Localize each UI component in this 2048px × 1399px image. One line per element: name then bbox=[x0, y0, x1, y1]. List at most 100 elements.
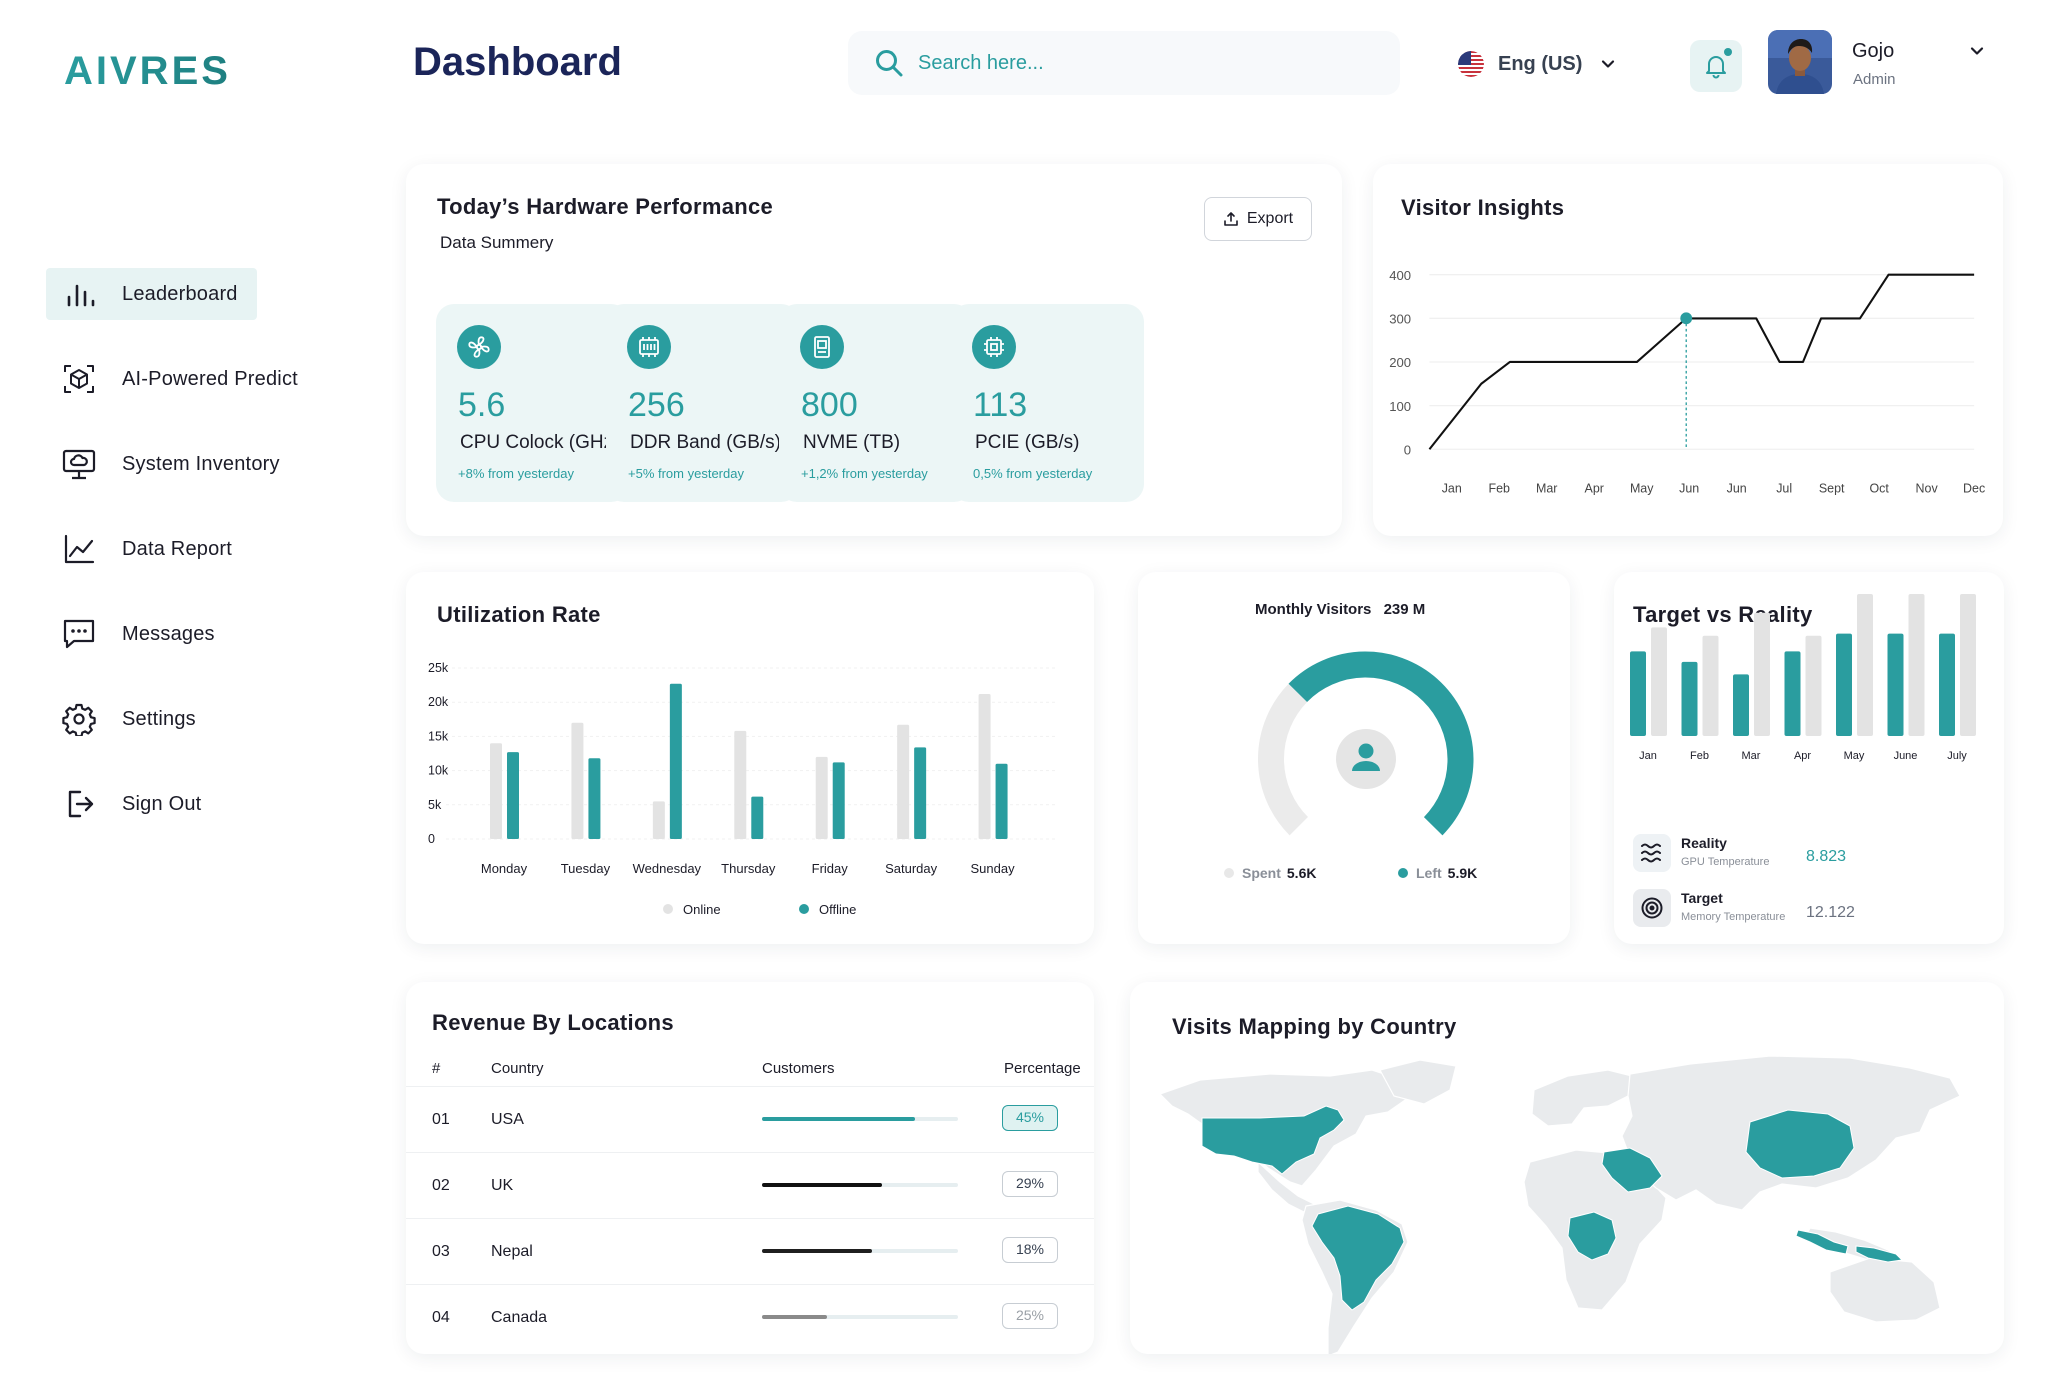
stat-change: 0,5% from yesterday bbox=[973, 466, 1093, 481]
y-tick-label: 200 bbox=[1389, 355, 1411, 370]
legend-sub: Memory Temperature bbox=[1681, 911, 1785, 923]
x-tick-label: Nov bbox=[1916, 482, 1939, 496]
bar-online bbox=[978, 693, 991, 839]
hardware-performance-card: Today’s Hardware Performance Data Summer… bbox=[406, 164, 1342, 536]
gauge bbox=[1258, 651, 1474, 836]
x-tick-label: Tuesday bbox=[561, 861, 611, 876]
sidebar-item-ai-predict[interactable]: AI-Powered Predict bbox=[46, 353, 346, 405]
gauge-left-arc bbox=[1288, 651, 1474, 836]
customers-bar-fill bbox=[762, 1315, 827, 1319]
svg-text:Monthly Visitors 239 M: Monthly Visitors 239 M bbox=[1255, 601, 1425, 618]
sidebar-item-system-inventory[interactable]: System Inventory bbox=[46, 438, 346, 490]
bell-icon bbox=[1706, 56, 1726, 79]
cube-scan-icon bbox=[64, 365, 94, 393]
stat-change: +5% from yesterday bbox=[628, 466, 744, 481]
ssd-icon bbox=[800, 325, 844, 369]
target-icon bbox=[1641, 897, 1663, 919]
x-tick-label: May bbox=[1844, 750, 1865, 762]
y-tick-label: 300 bbox=[1389, 312, 1411, 327]
table-row[interactable]: 03 Nepal 18% bbox=[406, 1218, 1094, 1284]
column-header: # bbox=[432, 1060, 441, 1077]
bar-reality bbox=[1733, 674, 1749, 736]
table-row[interactable]: 04 Canada 25% bbox=[406, 1284, 1094, 1350]
search-bar[interactable] bbox=[848, 31, 1400, 95]
bar-chart-icon bbox=[67, 284, 95, 307]
avatar[interactable] bbox=[1768, 30, 1832, 94]
x-tick-label: Saturday bbox=[885, 861, 938, 876]
bar-online bbox=[897, 724, 910, 839]
message-icon bbox=[63, 619, 95, 649]
bar-online bbox=[490, 743, 502, 839]
export-label: Export bbox=[1246, 210, 1294, 227]
bar-online bbox=[652, 801, 665, 839]
row-number: 02 bbox=[432, 1177, 450, 1194]
x-tick-label: Mar bbox=[1536, 482, 1557, 496]
map-highlight-indonesia bbox=[1795, 1229, 1849, 1255]
monthly-visitors-card: Monthly Visitors 239 M Spent 5.6K Left 5.9… bbox=[1138, 572, 1570, 944]
monthly-visitors-value: 239 M bbox=[1384, 601, 1426, 618]
chevron-down-icon[interactable] bbox=[1968, 42, 1986, 60]
y-tick-label: 400 bbox=[1389, 268, 1411, 283]
x-tick-label: Dec bbox=[1963, 482, 1985, 496]
sidebar-item-leaderboard[interactable]: Leaderboard bbox=[46, 268, 257, 320]
x-tick-label: Mar bbox=[1742, 750, 1761, 762]
table-row[interactable]: 01 USA 45% bbox=[406, 1086, 1094, 1152]
chevron-down-icon bbox=[1602, 60, 1615, 68]
sidebar-item-label: AI-Powered Predict bbox=[122, 367, 298, 390]
map-europe bbox=[1531, 1069, 1633, 1127]
x-tick-label: July bbox=[1947, 750, 1967, 762]
bar-target bbox=[1857, 594, 1873, 736]
stat-nvme: 800 NVME (TB) +1,2% from yesterday bbox=[779, 304, 972, 502]
line-chart-icon bbox=[64, 534, 95, 564]
gear-icon bbox=[62, 703, 96, 736]
bar-target bbox=[1960, 594, 1976, 736]
bar-target bbox=[1702, 635, 1719, 736]
x-tick-label: Feb bbox=[1690, 750, 1709, 762]
export-button[interactable]: Export bbox=[1204, 197, 1312, 241]
sidebar-item-settings[interactable]: Settings bbox=[46, 693, 346, 745]
gauge-spent-arc bbox=[1258, 683, 1309, 836]
visitor-line bbox=[1428, 273, 1975, 450]
legend-dot bbox=[799, 904, 809, 914]
bar-offline bbox=[914, 747, 927, 839]
notification-button[interactable] bbox=[1690, 40, 1742, 92]
spent-value: 5.6K bbox=[1287, 865, 1317, 881]
language-label: Eng (US) bbox=[1498, 52, 1583, 75]
sign-out-icon bbox=[68, 790, 94, 818]
card-subtitle: Data Summery bbox=[440, 233, 554, 252]
svg-text:AIVRES: AIVRES bbox=[64, 49, 231, 92]
x-tick-label: Thursday bbox=[721, 861, 776, 876]
search-input[interactable] bbox=[918, 51, 1378, 75]
x-tick-label: Sept bbox=[1819, 482, 1845, 496]
map-australia bbox=[1829, 1257, 1941, 1323]
customers-bar bbox=[762, 1315, 958, 1319]
user-circle bbox=[1336, 729, 1396, 789]
table-row[interactable]: 02 UK 29% bbox=[406, 1152, 1094, 1218]
sidebar-item-data-report[interactable]: Data Report bbox=[46, 523, 346, 575]
stat-label: DDR Band (GB/s) bbox=[630, 432, 781, 453]
monthly-visitors-label: Monthly Visitors bbox=[1255, 601, 1371, 618]
x-tick-label: Jul bbox=[1776, 482, 1792, 496]
customers-bar-fill bbox=[762, 1249, 872, 1253]
card-title: Revenue By Locations bbox=[432, 1010, 674, 1035]
memory-icon bbox=[627, 325, 671, 369]
x-tick-label: Wednesday bbox=[633, 861, 702, 876]
visitor-insights-card: Visitor Insights 400 300 200 100 0 Jan Feb Mar A… bbox=[1373, 164, 2003, 536]
sidebar-item-messages[interactable]: Messages bbox=[46, 608, 346, 660]
x-tick-label: Monday bbox=[481, 861, 528, 876]
bar-target bbox=[1805, 635, 1822, 736]
legend-value: 8.823 bbox=[1806, 848, 1846, 865]
x-tick-label: Jan bbox=[1639, 750, 1657, 762]
customers-bar-fill bbox=[762, 1117, 915, 1121]
row-number: 03 bbox=[432, 1243, 450, 1260]
map-greenland bbox=[1379, 1059, 1457, 1105]
map-highlight-congo bbox=[1567, 1211, 1617, 1261]
y-tick-label: 10k bbox=[428, 764, 449, 778]
sidebar: Leaderboard AI-Powered Predict System In… bbox=[46, 268, 346, 863]
us-flag-icon bbox=[1458, 51, 1484, 77]
sidebar-item-sign-out[interactable]: Sign Out bbox=[46, 778, 346, 830]
monthly-visitors-chart: Monthly Visitors 239 M Spent 5.6K Left 5.9… bbox=[1224, 601, 1477, 881]
language-selector[interactable]: Eng (US) bbox=[1458, 48, 1616, 80]
waves-icon bbox=[1641, 843, 1661, 863]
y-tick-label: 25k bbox=[428, 661, 449, 675]
